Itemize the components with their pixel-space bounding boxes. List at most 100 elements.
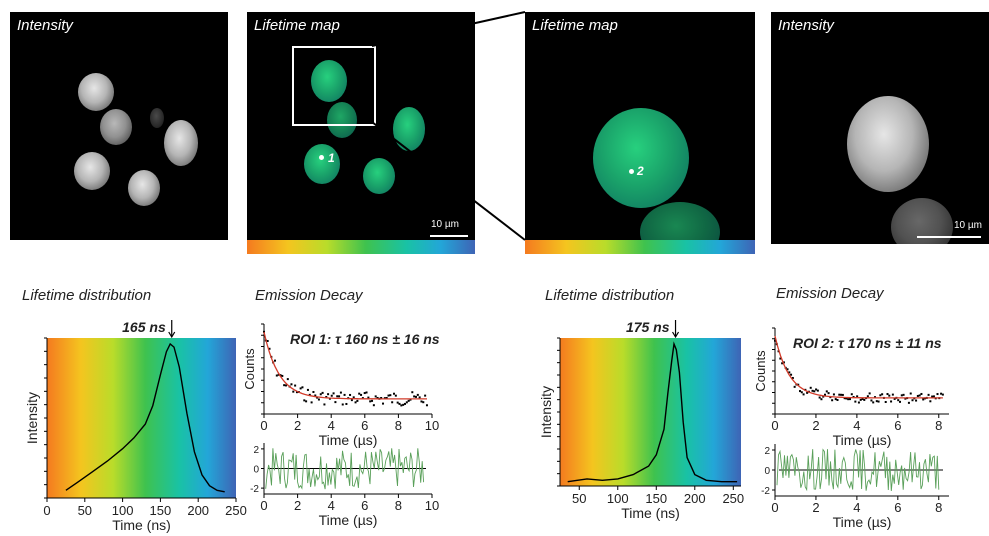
roi-1-marker — [319, 155, 324, 160]
decay-data-point — [936, 393, 939, 396]
decay-data-point — [286, 378, 289, 381]
decay-data-point — [339, 391, 342, 394]
x-axis-label: Time (ns) — [621, 505, 680, 521]
scale-bar-label: 10 µm — [954, 220, 982, 231]
decay-x-tick-label: 2 — [294, 418, 301, 433]
decay-data-point — [275, 374, 278, 377]
decay-data-point — [859, 398, 862, 401]
decay-data-point — [389, 394, 392, 397]
decay-data-point — [818, 396, 821, 399]
decay-data-point — [791, 376, 794, 379]
residual-x-tick-label: 4 — [853, 500, 860, 515]
decay-data-point — [382, 402, 385, 405]
cell — [363, 158, 395, 194]
decay-data-point — [354, 401, 357, 404]
panel-title: Intensity — [17, 17, 73, 34]
decay-data-point — [312, 390, 315, 393]
decay-data-point — [277, 373, 280, 376]
decay-fit-curve — [263, 331, 427, 400]
decay-data-point — [418, 396, 421, 399]
cell — [393, 107, 425, 151]
scale-bar-label: 10 µm — [431, 219, 459, 230]
decay-data-point — [841, 393, 844, 396]
x-tick-label: 0 — [43, 503, 50, 518]
decay-data-point — [424, 394, 427, 397]
decay-data-point — [387, 394, 390, 397]
left-decay-chart: 0 2 4 6 8 10 Time (µs) Counts ROI 1: τ 160 ns ± … — [242, 323, 440, 528]
decay-data-point — [369, 400, 372, 403]
decay-data-point — [779, 357, 782, 360]
y-axis-label: Intensity — [538, 386, 554, 438]
decay-data-point — [338, 395, 341, 398]
decay-data-point — [856, 395, 859, 398]
decay-data-point — [371, 399, 374, 402]
decay-data-point — [420, 400, 423, 403]
decay-data-point — [940, 392, 943, 395]
decay-data-point — [793, 385, 796, 388]
lifetime-distribution-curve — [567, 341, 738, 483]
roi-2-marker — [629, 169, 634, 174]
decay-data-point — [321, 391, 324, 394]
decay-data-point — [825, 390, 828, 393]
intensity-panel-1: Intensity — [10, 12, 228, 240]
decay-data-point — [790, 373, 793, 376]
decay-data-point — [393, 392, 396, 395]
decay-data-point — [365, 391, 368, 394]
decay-data-point — [800, 391, 803, 394]
decay-data-point — [416, 393, 419, 396]
residual-x-tick-label: 2 — [294, 498, 301, 513]
left-distribution-title: Lifetime distribution — [22, 287, 152, 304]
decay-fit-curve — [774, 335, 943, 399]
decay-data-point — [806, 391, 809, 394]
panel-title: Lifetime map — [254, 17, 340, 34]
right-decay-chart: 0 2 4 6 8 Time (µs) Counts ROI 2: τ 170 ns ± 11… — [753, 327, 949, 530]
decay-data-point — [929, 400, 932, 403]
decay-data-point — [904, 397, 907, 400]
decay-data-point — [845, 397, 848, 400]
lifetime-colorbar-1 — [247, 240, 475, 254]
right-distribution-chart: 50 100 150 200 250 Time (ns) Intensity 175 ns — [538, 319, 744, 521]
residual-x-tick-label: 8 — [395, 498, 402, 513]
decay-data-point — [327, 393, 330, 396]
decay-data-point — [303, 399, 306, 402]
decay-data-point — [360, 393, 363, 396]
decay-data-point — [838, 393, 841, 396]
decay-data-point — [409, 398, 412, 401]
decay-data-point — [782, 361, 785, 364]
decay-data-point — [343, 393, 346, 396]
decay-data-point — [281, 374, 284, 377]
decay-data-point — [824, 393, 827, 396]
decay-data-point — [809, 386, 812, 389]
zoom-box — [292, 46, 376, 126]
right-decay-title: Emission Decay — [776, 285, 884, 302]
decay-data-point — [283, 384, 286, 387]
decay-data-point — [310, 401, 313, 404]
peak-arrow-head — [672, 331, 680, 339]
decay-x-tick-label: 6 — [361, 418, 368, 433]
decay-x-tick-label: 8 — [935, 418, 942, 433]
decay-data-point — [849, 398, 852, 401]
residual-x-tick-label: 0 — [260, 498, 267, 513]
x-tick-label: 50 — [572, 491, 586, 506]
decay-data-point — [349, 393, 352, 396]
residual-x-tick-label: 6 — [894, 500, 901, 515]
x-tick-label: 200 — [684, 491, 706, 506]
decay-data-point — [874, 396, 877, 399]
decay-data-point — [868, 392, 871, 395]
decay-data-point — [931, 395, 934, 398]
lifetime-map-panel-2: Lifetime map 2 — [525, 12, 755, 240]
decay-x-tick-label: 0 — [771, 418, 778, 433]
decay-data-point — [861, 397, 864, 400]
decay-x-tick-label: 4 — [853, 418, 860, 433]
decay-data-point — [299, 387, 302, 390]
decay-data-point — [850, 393, 853, 396]
decay-data-point — [884, 400, 887, 403]
decay-x-tick-label: 10 — [425, 418, 439, 433]
decay-data-point — [797, 383, 800, 386]
cell — [150, 108, 164, 128]
cell — [164, 120, 198, 166]
decay-data-point — [911, 399, 914, 402]
decay-data-point — [284, 384, 287, 387]
decay-data-point — [788, 371, 791, 374]
decay-data-point — [402, 403, 405, 406]
